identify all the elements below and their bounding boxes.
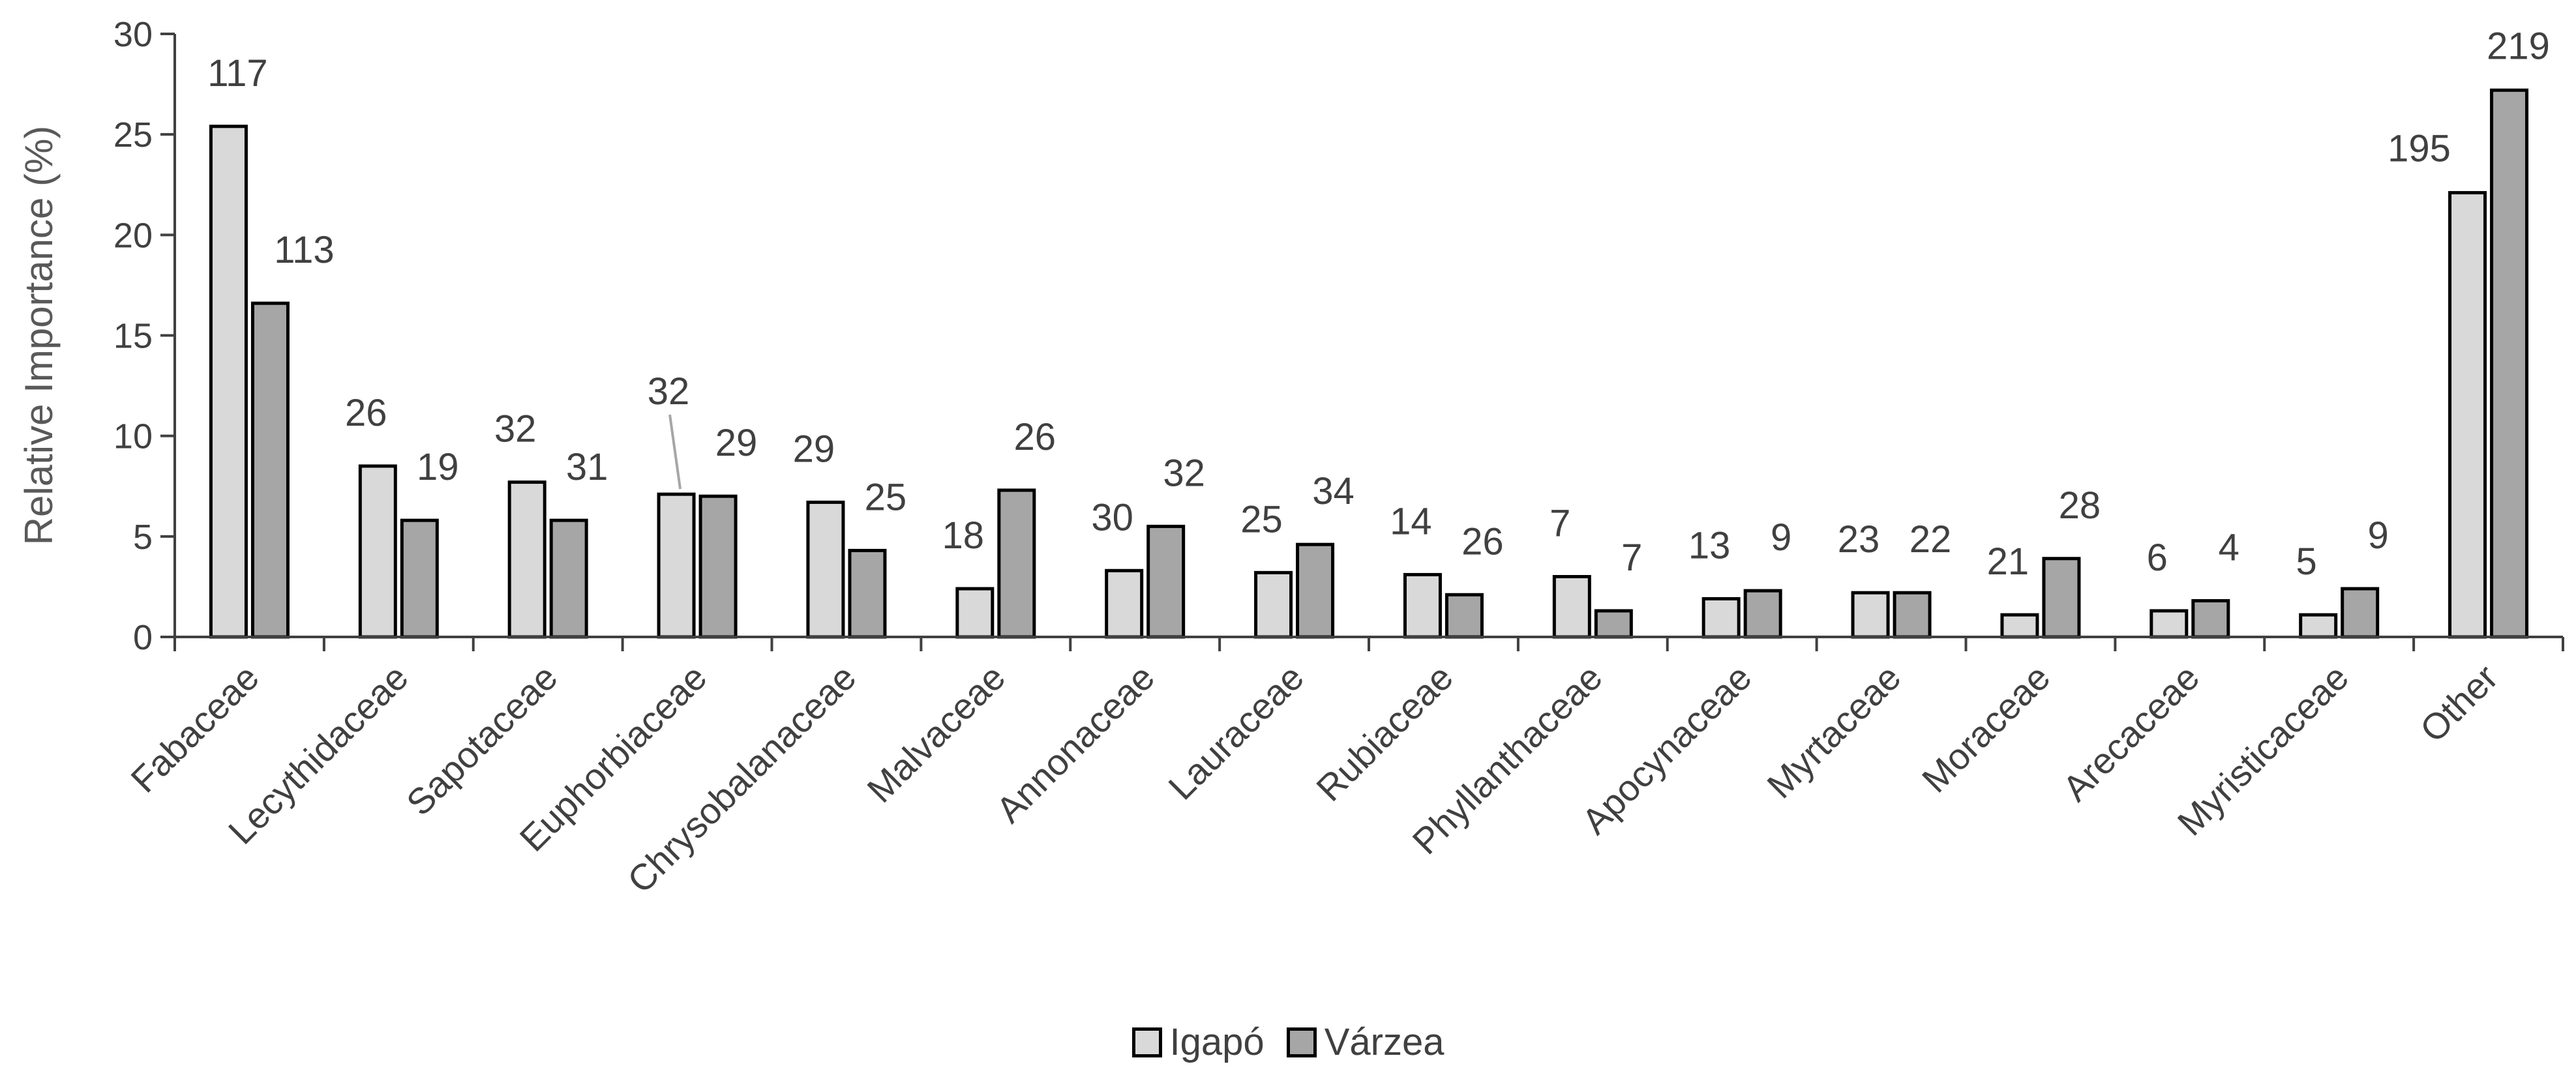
data-label: 219 <box>2487 25 2550 67</box>
data-labels: 117 113 26 19 32 31 32 29 29 25 18 26 30 32 25 34 14 26 7 7… <box>207 25 2550 583</box>
bar-igapo <box>507 480 547 639</box>
data-label: 25 <box>1240 498 1283 540</box>
data-label: 26 <box>1461 520 1504 563</box>
bar-varzea <box>1296 542 1335 639</box>
bar-varzea <box>1594 609 1633 639</box>
bar-varzea <box>698 494 738 639</box>
bar-igapo <box>2448 191 2487 639</box>
bar-igapo <box>1403 572 1442 639</box>
category-label: Sapotaceae <box>398 657 565 823</box>
y-tick-label: 15 <box>113 317 153 356</box>
legend-item-varzea: Várzea <box>1286 1020 1445 1064</box>
bar-igapo <box>1254 570 1293 639</box>
data-label: 6 <box>2147 537 2168 579</box>
data-label: 29 <box>715 422 758 464</box>
data-label: 113 <box>274 229 334 271</box>
bar-varzea <box>2490 88 2529 639</box>
legend-label-igapo: Igapó <box>1169 1021 1265 1063</box>
category-label: Fabaceae <box>123 657 267 801</box>
bar-igapo <box>2299 613 2338 639</box>
bar-varzea <box>1743 589 1782 639</box>
data-label: 7 <box>1621 537 1642 579</box>
data-label: 34 <box>1312 470 1355 512</box>
bar-igapo <box>2149 609 2189 639</box>
data-label: 195 <box>2388 128 2451 170</box>
bar-varzea <box>1445 593 1484 639</box>
y-tick-label: 30 <box>113 15 153 54</box>
bar-varzea <box>2341 587 2380 639</box>
data-label: 23 <box>1838 518 1880 561</box>
data-label: 29 <box>793 428 835 470</box>
bar-igapo <box>657 492 696 639</box>
category-label: Lauraceae <box>1160 657 1311 808</box>
data-label: 30 <box>1091 496 1133 539</box>
y-tick-label: 20 <box>113 216 153 255</box>
legend-swatch-igapo <box>1131 1027 1162 1057</box>
data-label: 117 <box>207 52 267 95</box>
bar-igapo <box>1552 575 1591 639</box>
y-axis-title: Relative Importance (%) <box>17 126 61 546</box>
bar-varzea <box>1893 591 1932 639</box>
data-label: 14 <box>1390 500 1432 542</box>
data-label: 9 <box>1771 516 1791 559</box>
category-label: Annonaceae <box>988 657 1162 831</box>
y-axis-title-group: Relative Importance (%) <box>17 126 61 546</box>
data-label: 22 <box>1910 518 1952 561</box>
data-label: 7 <box>1550 503 1570 545</box>
bar-igapo <box>358 464 397 639</box>
bar-igapo <box>209 125 248 639</box>
category-labels: FabaceaeLecythidaceaeSapotaceaeEuphorbia… <box>123 657 2506 901</box>
leader-line <box>668 414 682 490</box>
bar-igapo <box>806 500 845 639</box>
legend-label-varzea: Várzea <box>1324 1021 1445 1063</box>
axes <box>173 34 2564 651</box>
y-tick-label: 25 <box>113 115 153 155</box>
legend-swatch-varzea <box>1286 1027 1317 1057</box>
data-label: 13 <box>1688 524 1731 567</box>
data-label: 28 <box>2059 484 2101 527</box>
bar-varzea <box>549 518 588 639</box>
y-tick-label: 10 <box>113 417 153 456</box>
category-label: Malvaceae <box>859 657 1013 810</box>
bar-varzea <box>2191 599 2230 639</box>
bar-varzea <box>2042 557 2081 639</box>
bar-varzea <box>997 488 1036 639</box>
y-axis-ticks: 0 5 10 15 20 25 30 <box>113 15 175 657</box>
bar-varzea <box>848 548 887 639</box>
bar-igapo <box>955 587 995 639</box>
data-label: 25 <box>865 476 907 518</box>
data-label: 19 <box>417 446 459 488</box>
category-label: Other <box>2412 657 2506 750</box>
data-label: 32 <box>1163 452 1205 494</box>
bar-igapo <box>1851 591 1890 639</box>
category-label: Myrtaceae <box>1759 657 1908 806</box>
bar-varzea <box>400 518 439 639</box>
y-tick-label: 5 <box>133 518 153 557</box>
bar-varzea <box>250 301 290 639</box>
data-label: 5 <box>2296 540 2317 583</box>
bar-igapo <box>1701 597 1741 639</box>
data-label: 26 <box>1014 416 1056 458</box>
legend-item-igapo: Igapó <box>1131 1020 1265 1064</box>
category-label: Arecaceae <box>2054 657 2207 809</box>
data-label: 26 <box>345 392 387 434</box>
y-tick-label: 0 <box>133 618 153 657</box>
legend: Igapó Várzea <box>0 1020 2576 1064</box>
data-label: 32 <box>494 408 537 450</box>
bar-igapo <box>1105 568 1144 639</box>
category-label: Moraceae <box>1914 657 2058 801</box>
data-label: 21 <box>1987 540 2029 583</box>
data-label: 9 <box>2368 514 2389 557</box>
data-label: 18 <box>942 514 985 557</box>
category-label: Rubiaceae <box>1308 657 1461 809</box>
data-label: 32 <box>648 370 690 413</box>
data-label: 31 <box>566 446 608 488</box>
bars <box>209 88 2529 639</box>
bar-varzea <box>1146 524 1186 639</box>
bar-igapo <box>2000 613 2039 639</box>
data-label: 4 <box>2219 527 2239 569</box>
